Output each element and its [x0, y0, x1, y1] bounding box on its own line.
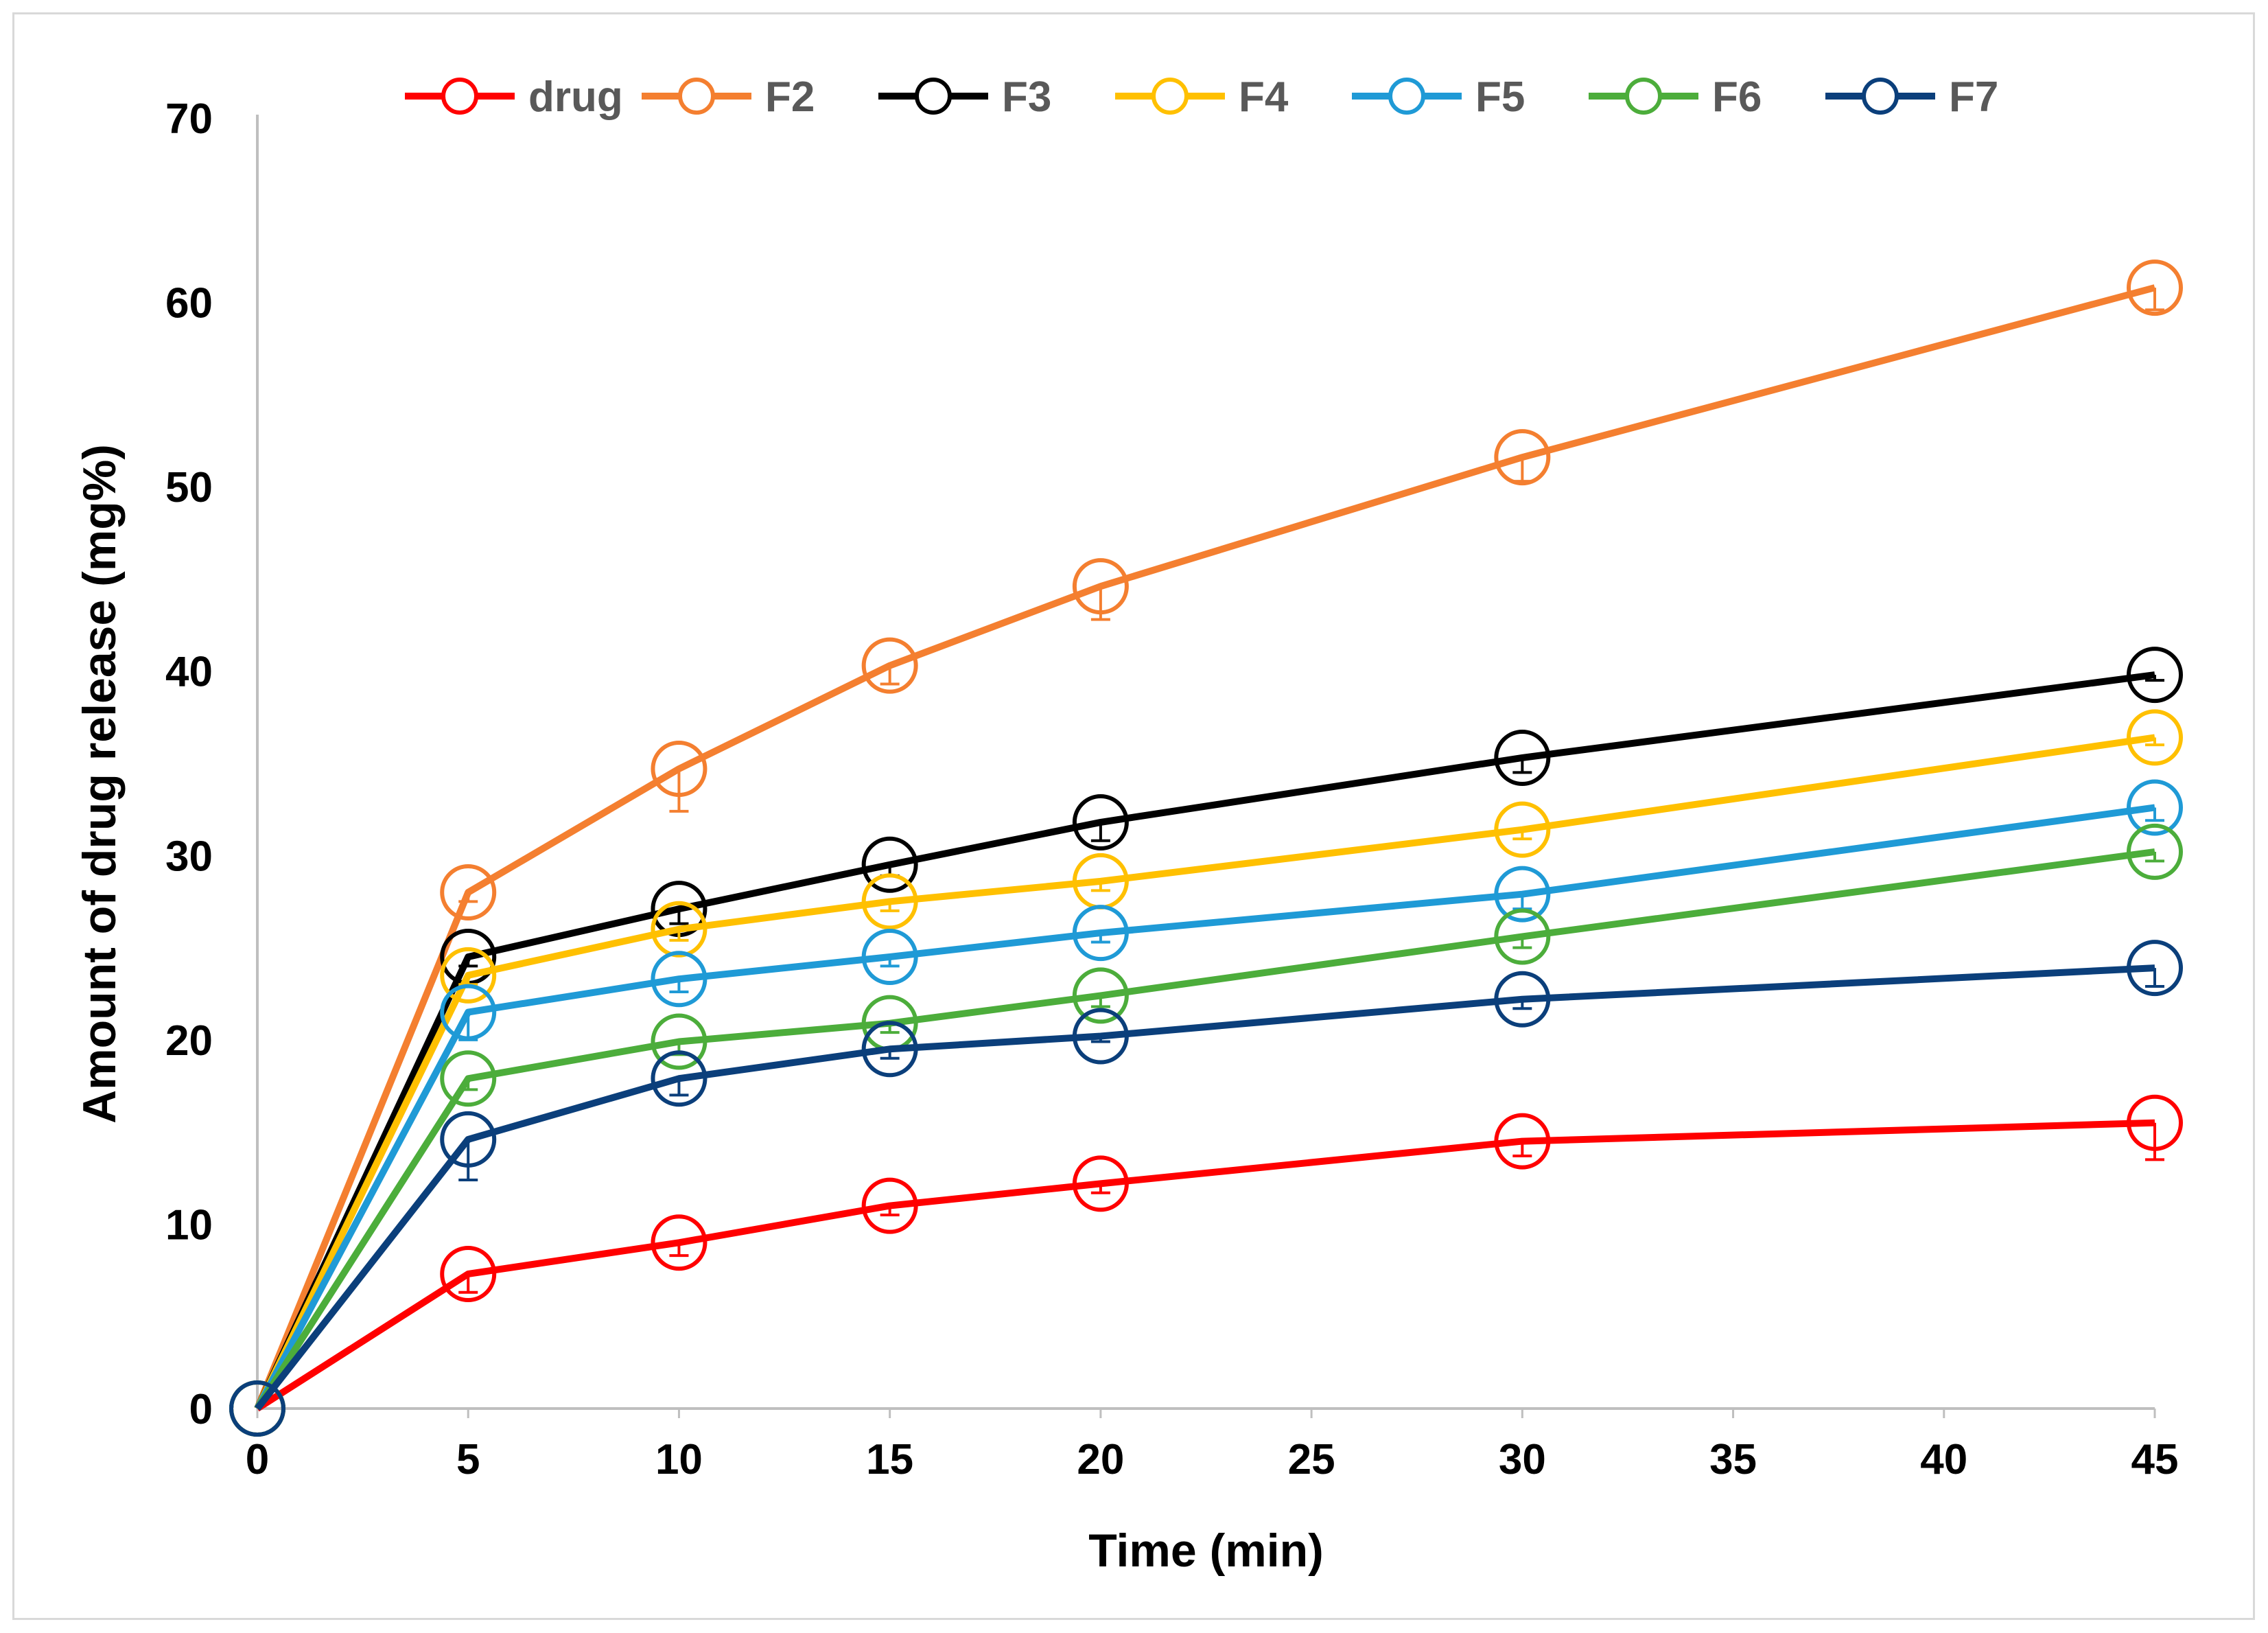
data-point: [1072, 1155, 1129, 1212]
series-f4: [229, 709, 2183, 1437]
data-point: [651, 1013, 708, 1070]
data-point: [440, 864, 497, 920]
legend-item-drug: drug: [405, 73, 623, 121]
legend-marker: [678, 78, 715, 115]
data-point: [861, 1177, 918, 1234]
legend-label: F4: [1239, 73, 1289, 121]
series-f5: [229, 779, 2183, 1437]
data-point: [861, 637, 918, 694]
y-tick-label: 0: [189, 1386, 213, 1433]
data-point: [229, 1380, 285, 1437]
series-line: [254, 671, 2155, 1411]
legend-label: F3: [1002, 73, 1051, 121]
series-f3: [229, 647, 2183, 1437]
series-line: [255, 1119, 2155, 1412]
data-point: [651, 1050, 708, 1107]
data-point: [1072, 905, 1129, 962]
data-point: [2127, 647, 2183, 704]
data-point: [1072, 967, 1129, 1024]
data-point: [1494, 1113, 1551, 1170]
data-point: [2127, 823, 2183, 880]
data-point: [651, 901, 708, 958]
legend-marker: [1388, 78, 1425, 115]
data-point: [1072, 794, 1129, 850]
y-tick-label: 10: [165, 1201, 213, 1249]
data-point: [861, 873, 918, 930]
data-point: [2127, 1094, 2183, 1151]
data-point: [861, 929, 918, 985]
series-line: [254, 804, 2155, 1411]
x-tick-label: 35: [1709, 1436, 1757, 1483]
legend-label: F6: [1712, 73, 1762, 121]
data-point: [651, 741, 708, 798]
y-tick-label: 40: [165, 649, 213, 696]
data-point: [651, 951, 708, 1008]
y-axis-title: Amount of drug release (mg%): [73, 444, 126, 1124]
x-tick-label: 20: [1077, 1436, 1124, 1483]
x-tick-label: 30: [1499, 1436, 1546, 1483]
data-point: [1494, 866, 1551, 923]
data-point: [440, 1245, 497, 1302]
legend-label: F7: [1949, 73, 1998, 121]
data-point: [1494, 429, 1551, 486]
x-tick-label: 15: [866, 1436, 913, 1483]
legend-marker: [1625, 78, 1662, 115]
x-tick-label: 40: [1920, 1436, 1967, 1483]
legend-item-f2: F2: [642, 73, 815, 121]
legend-marker: [1151, 78, 1189, 115]
y-tick-label: 50: [165, 464, 213, 511]
data-point: [1494, 801, 1551, 858]
data-point: [440, 984, 497, 1041]
legend-label: F2: [765, 73, 815, 121]
data-point: [1072, 558, 1129, 615]
data-point: [861, 836, 918, 893]
data-point: [1072, 1008, 1129, 1065]
legend-marker: [441, 78, 478, 115]
legend-item-f5: F5: [1352, 73, 1525, 121]
y-tick-label: 20: [165, 1017, 213, 1065]
x-axis-title: Time (min): [1088, 1525, 1324, 1577]
y-tick-label: 60: [165, 280, 213, 327]
legend: drug F2 F3 F4 F5 F6 F7: [405, 73, 1998, 121]
data-point: [2127, 940, 2183, 997]
data-point: [1494, 971, 1551, 1028]
legend-item-f3: F3: [878, 73, 1051, 121]
legend-marker: [915, 78, 952, 115]
legend-item-f7: F7: [1825, 73, 1998, 121]
legend-label: F5: [1475, 73, 1525, 121]
data-point: [1494, 729, 1551, 786]
data-point: [2127, 259, 2183, 316]
data-point: [440, 1050, 497, 1107]
data-point: [2127, 709, 2183, 766]
series-f7: [229, 940, 2183, 1437]
legend-item-f6: F6: [1589, 73, 1762, 121]
x-tick-label: 5: [456, 1436, 480, 1483]
axes: 0 5 10 15 20 25 30 35 40 45 0 10 20 30 40 50 60 70: [165, 95, 2178, 1483]
legend-item-f4: F4: [1115, 73, 1289, 121]
x-tick-label: 10: [655, 1436, 703, 1483]
x-tick-label: 45: [2131, 1436, 2179, 1483]
series-f2: [229, 259, 2183, 1437]
series-drug: [229, 1094, 2183, 1437]
series-line: [255, 964, 2155, 1411]
data-point: [1494, 908, 1551, 965]
data-point: [440, 947, 497, 1004]
data-point: [440, 1111, 497, 1168]
x-tick-label: 0: [246, 1436, 269, 1483]
legend-marker: [1862, 78, 1899, 115]
data-point: [2127, 779, 2183, 836]
legend-label: drug: [528, 73, 623, 121]
data-point: [861, 1021, 918, 1078]
x-tick-label: 25: [1288, 1436, 1335, 1483]
series-line: [254, 734, 2155, 1411]
y-tick-label: 70: [165, 95, 213, 143]
y-tick-label: 30: [165, 833, 213, 880]
series-layer: [229, 259, 2183, 1437]
data-point: [651, 1214, 708, 1271]
